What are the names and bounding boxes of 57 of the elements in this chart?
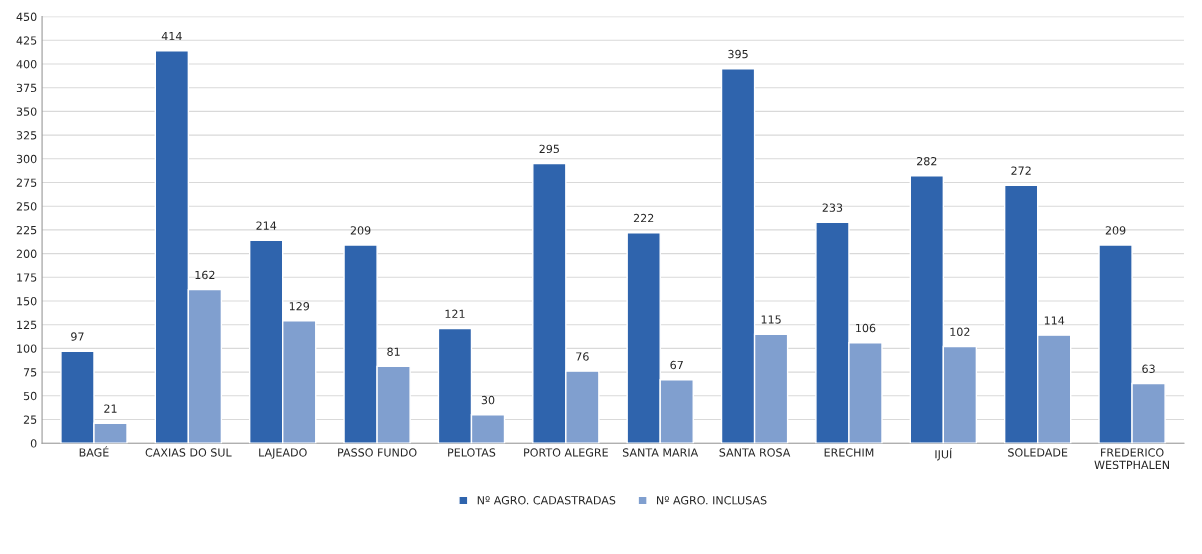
y-tick-label: 275	[16, 178, 37, 187]
y-tick-label: 175	[17, 273, 37, 282]
data-label: 395	[728, 49, 748, 59]
y-tick-label: 450	[16, 12, 37, 21]
x-tick-label: FREDERICO WESTPHALEN	[1094, 448, 1169, 470]
data-label: 81	[387, 347, 400, 356]
data-label: 282	[917, 156, 937, 166]
y-tick-label: 300	[16, 154, 37, 164]
data-label: 121	[445, 309, 465, 318]
data-label: 97	[71, 332, 84, 341]
x-tick-label: PORTO ALEGRE	[524, 448, 608, 457]
x-tick-label: SANTA MARIA	[622, 448, 699, 457]
data-label: 414	[161, 32, 182, 41]
x-tick-label: PASSO FUNDO	[338, 448, 417, 457]
x-tick-label: SOLEDADE	[1008, 448, 1068, 457]
data-label: 209	[1105, 226, 1126, 235]
data-label: 209	[350, 226, 371, 235]
data-label: 106	[856, 323, 876, 333]
data-label: 272	[1011, 166, 1031, 175]
data-label: 114	[1044, 316, 1065, 325]
data-label: 162	[195, 270, 215, 280]
y-tick-label: 125	[17, 320, 37, 330]
data-label: 63	[1142, 364, 1155, 373]
y-tick-label: 375	[16, 83, 37, 93]
data-label: 67	[670, 360, 683, 370]
data-label: 30	[481, 395, 495, 405]
data-label: 222	[633, 213, 654, 223]
data-label: 129	[289, 302, 310, 311]
data-label: 102	[950, 327, 970, 337]
y-tick-label: 150	[17, 296, 37, 306]
x-tick-label: PELOTAS	[448, 448, 496, 457]
y-tick-label: 225	[16, 225, 37, 235]
y-tick-label: 200	[16, 249, 37, 258]
data-label: 295	[539, 144, 559, 154]
y-tick-label: 250	[16, 202, 37, 211]
data-label: 115	[761, 315, 781, 324]
y-tick-label: 0	[30, 439, 37, 448]
data-label: 214	[256, 221, 277, 230]
legend-label: Nº AGRO. INCLUSAS	[657, 496, 767, 505]
y-tick-label: 50	[23, 391, 37, 401]
y-tick-label: 25	[23, 415, 37, 424]
y-tick-label: 325	[16, 131, 37, 140]
y-tick-label: 400	[16, 59, 37, 69]
y-tick-label: 425	[16, 36, 37, 45]
x-tick-label: IJUÍ	[935, 447, 952, 461]
data-label: 21	[104, 404, 117, 413]
x-tick-label: ERECHIM	[824, 448, 874, 457]
y-tick-label: 350	[16, 107, 37, 116]
data-label: 76	[576, 352, 589, 361]
y-tick-label: 75	[23, 368, 37, 377]
legend-label: Nº AGRO. CADASTRADAS	[477, 496, 616, 505]
data-label: 233	[822, 203, 843, 212]
x-tick-label: LAJEADO	[259, 448, 307, 459]
x-tick-label: SANTA ROSA	[719, 448, 791, 457]
x-tick-label: CAXIAS DO SUL	[145, 448, 232, 457]
x-tick-label: BAGÉ	[79, 446, 109, 457]
y-tick-label: 100	[17, 344, 37, 353]
